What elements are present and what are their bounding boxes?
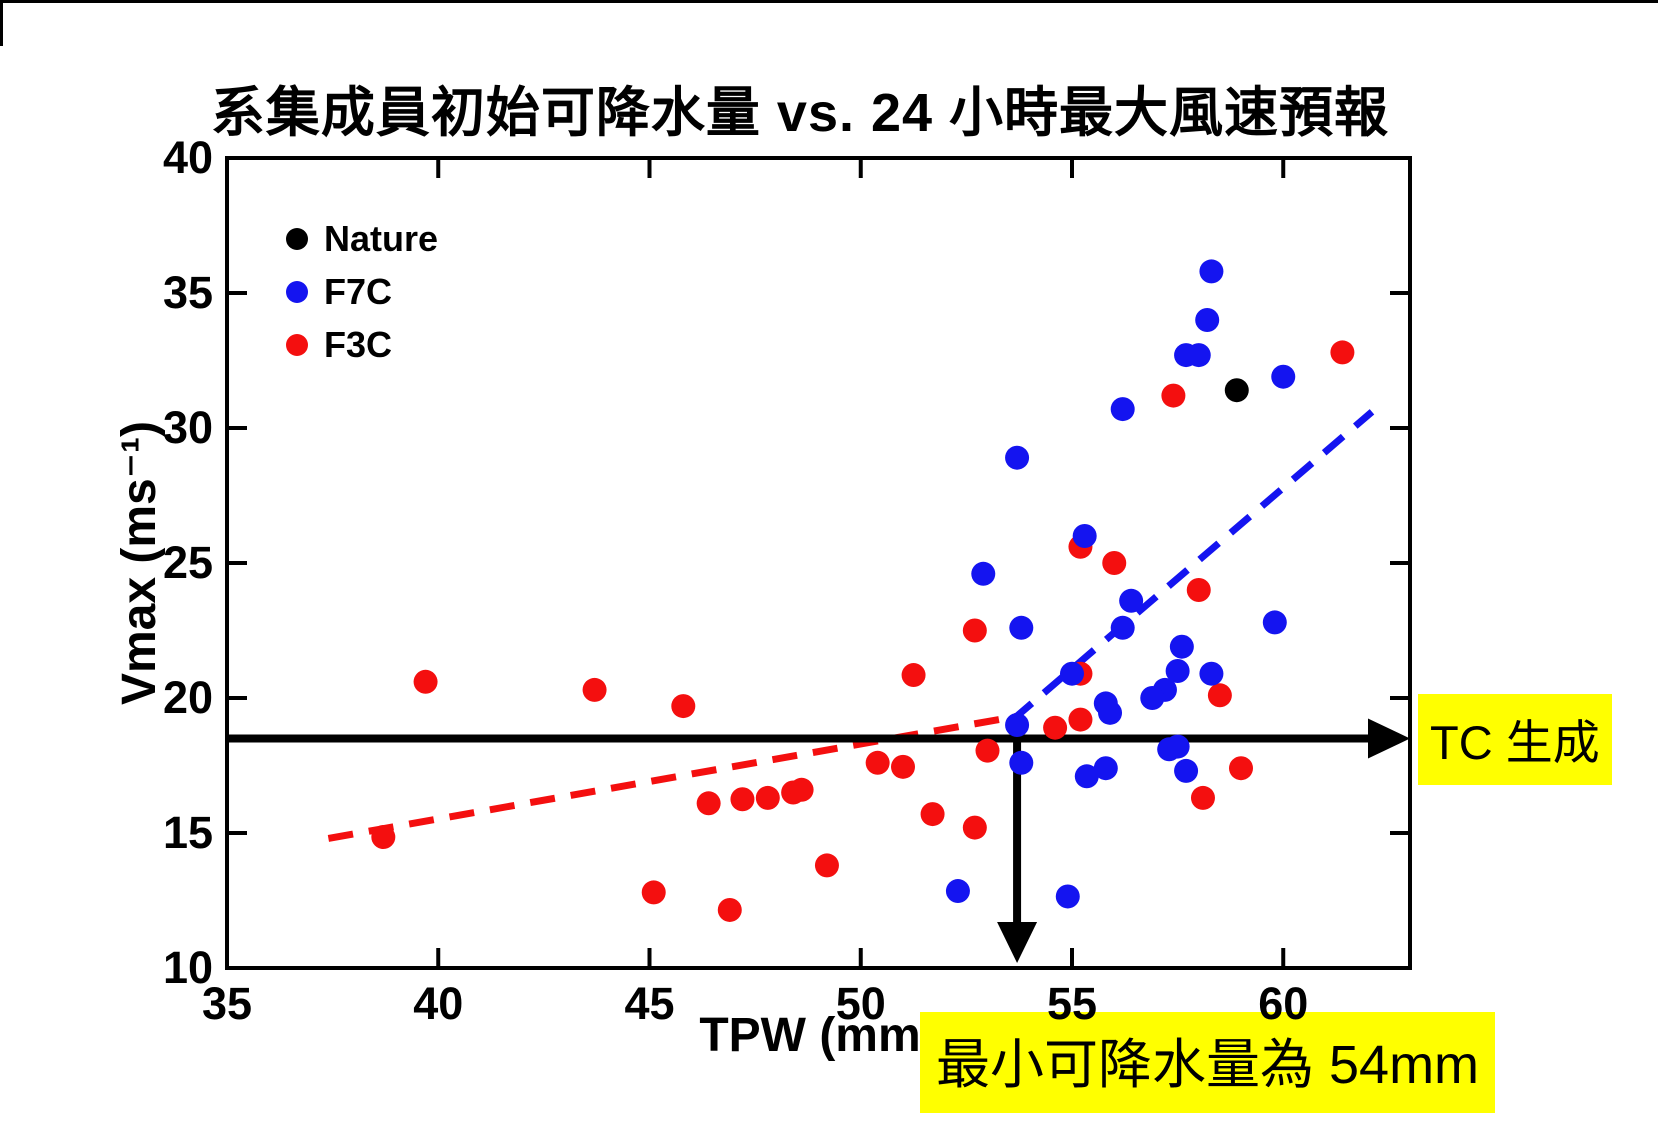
data-point-f3c [962, 618, 987, 643]
data-point-f3c [730, 787, 755, 812]
y-tick-label-30: 30 [162, 402, 213, 453]
trend-line-f3c [327, 712, 1022, 842]
legend-item-f3c: F3C [286, 318, 438, 371]
data-point-f3c [891, 754, 915, 779]
data-point-f7c [1119, 588, 1144, 613]
data-point-f7c [1165, 734, 1190, 759]
min-tpw-arrowhead-icon [997, 922, 1038, 963]
data-point-f7c [1110, 397, 1135, 422]
data-point-f3c [1330, 340, 1355, 365]
data-point-f3c [755, 785, 780, 810]
data-point-f3c [865, 750, 890, 775]
data-point-f7c [1169, 634, 1194, 659]
data-point-f3c [920, 802, 945, 827]
legend-label-f7c: F7C [324, 270, 393, 312]
y-tick-label-10: 10 [162, 942, 213, 993]
f7c-dot-icon [286, 280, 308, 303]
data-point-f3c [582, 677, 607, 702]
window-left-border-stub [0, 0, 3, 46]
data-point-f3c [717, 897, 742, 922]
data-point-f7c [1074, 764, 1099, 789]
legend-item-nature: Nature [286, 212, 438, 265]
x-tick-label-35: 35 [201, 978, 253, 1029]
legend-label-nature: Nature [324, 217, 439, 259]
min-tpw-label: 最小可降水量為 54mm [920, 1012, 1496, 1113]
legend: Nature F7C F3C [286, 212, 438, 371]
x-axis-label: TPW (mm) [699, 1009, 937, 1062]
data-point-f7c [1262, 610, 1287, 635]
data-point-f7c [1186, 343, 1211, 368]
data-point-f7c [1140, 686, 1165, 710]
y-tick-label-25: 25 [162, 537, 213, 588]
y-tick-label-15: 15 [162, 807, 213, 858]
data-point-f7c [1005, 445, 1030, 470]
x-tick-label-60: 60 [1258, 978, 1309, 1029]
data-point-f7c [1199, 259, 1224, 284]
data-point-f7c [1199, 661, 1224, 686]
data-point-f3c [789, 777, 814, 802]
tc-threshold-arrowhead-icon [1368, 718, 1410, 759]
tc-genesis-label: TC 生成 [1418, 694, 1612, 785]
data-point-f3c [814, 853, 839, 878]
data-point-f7c [1271, 364, 1296, 389]
data-point-f7c [1174, 758, 1199, 783]
data-point-f7c [1060, 661, 1084, 686]
data-point-f7c [1195, 308, 1220, 332]
x-tick-label-40: 40 [413, 978, 464, 1029]
data-point-f3c [671, 694, 696, 719]
data-point-f7c [1055, 884, 1080, 909]
data-point-f7c [1005, 713, 1030, 737]
data-point-f7c [1009, 750, 1034, 775]
data-point-f7c [1072, 524, 1097, 548]
data-point-f7c [1098, 700, 1123, 725]
nature-dot-icon [286, 227, 308, 250]
data-point-f3c [641, 880, 666, 905]
data-point-f3c [975, 738, 1000, 763]
data-point-f7c [1009, 615, 1034, 640]
window-top-border [0, 0, 1658, 3]
data-point-f3c [1186, 578, 1211, 602]
data-point-f3c [962, 815, 987, 840]
data-point-f3c [1102, 551, 1127, 575]
data-point-f3c [1161, 383, 1186, 408]
y-tick-label-35: 35 [162, 267, 213, 318]
data-point-f3c [1207, 683, 1232, 708]
data-point-f3c [696, 791, 721, 816]
data-point-f3c [1068, 707, 1093, 732]
legend-label-f3c: F3C [324, 323, 393, 365]
y-tick-label-40: 40 [162, 132, 213, 183]
data-point-f7c [971, 561, 996, 586]
data-point-f3c [413, 669, 438, 694]
data-point-f3c [1229, 756, 1253, 781]
data-point-f7c [945, 879, 970, 904]
y-tick-label-20: 20 [162, 672, 213, 723]
x-tick-label-50: 50 [835, 978, 886, 1029]
x-tick-label-55: 55 [1046, 978, 1098, 1029]
data-point-nature [1224, 378, 1249, 403]
f3c-dot-icon [286, 333, 308, 356]
legend-item-f7c: F7C [286, 265, 438, 318]
chart-title: 系集成員初始可降水量 vs. 24 小時最大風速預報 [210, 83, 1390, 143]
x-tick-label-45: 45 [624, 978, 675, 1029]
data-point-f3c [901, 663, 926, 688]
data-point-f7c [1165, 659, 1190, 683]
data-point-f7c [1093, 756, 1118, 781]
data-point-f7c [1110, 615, 1135, 640]
data-point-f3c [1043, 715, 1068, 740]
data-point-f3c [371, 825, 396, 850]
data-point-f3c [1190, 785, 1215, 810]
